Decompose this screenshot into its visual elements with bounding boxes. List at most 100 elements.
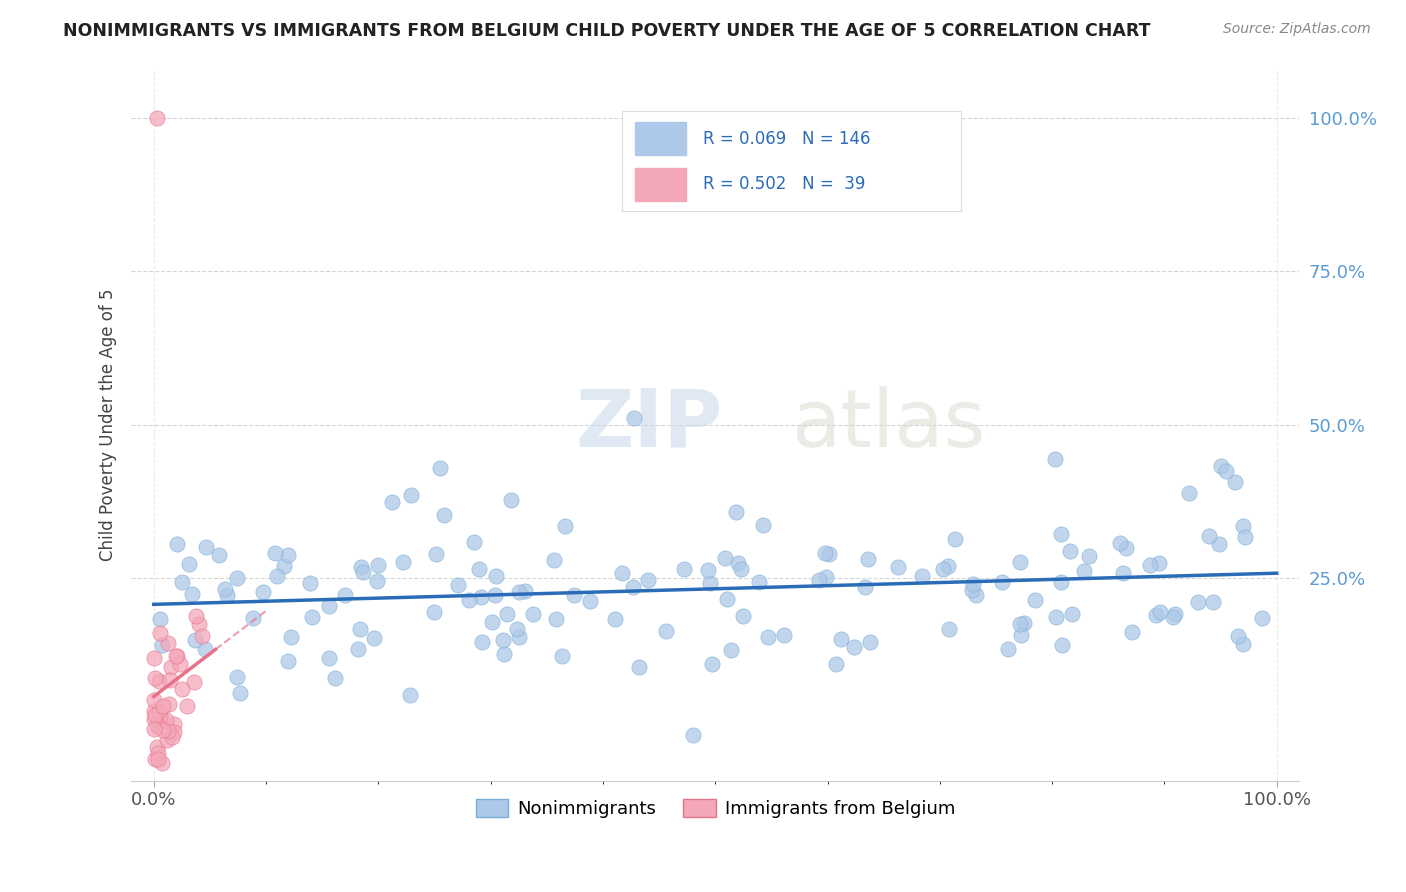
Point [853, 580, 876, 594]
Point [697, 563, 720, 577]
Point [252, 585, 274, 599]
Point [470, 590, 492, 604]
Point [1008, 617, 1031, 632]
Point [1077, 549, 1099, 564]
Point [433, 508, 456, 522]
Point [163, 717, 186, 731]
Point [146, 111, 169, 125]
Point [381, 494, 404, 508]
Point [1164, 607, 1187, 621]
Point [1121, 624, 1143, 639]
Point [1215, 464, 1237, 478]
Point [350, 560, 373, 574]
Text: Source: ZipAtlas.com: Source: ZipAtlas.com [1223, 22, 1371, 37]
Point [481, 615, 503, 629]
Point [752, 518, 775, 533]
Point [962, 582, 984, 597]
Point [965, 588, 987, 602]
Point [858, 552, 880, 566]
Point [1223, 475, 1246, 489]
Point [730, 562, 752, 576]
Point [825, 657, 848, 672]
Point [1115, 541, 1137, 555]
Point [499, 493, 522, 508]
Point [1010, 627, 1032, 641]
Point [1043, 452, 1066, 467]
Point [621, 580, 644, 594]
Point [146, 739, 169, 754]
Point [720, 643, 742, 657]
Point [352, 565, 374, 579]
Point [142, 693, 165, 707]
Point [447, 578, 470, 592]
Point [148, 673, 170, 688]
Point [508, 585, 530, 599]
Point [731, 609, 754, 624]
Point [1109, 536, 1132, 550]
Point [366, 574, 388, 588]
Point [156, 635, 179, 649]
Point [699, 576, 721, 591]
Point [1049, 575, 1071, 590]
Point [176, 699, 198, 714]
Point [150, 756, 173, 770]
Point [522, 607, 544, 621]
Point [143, 752, 166, 766]
Point [655, 624, 678, 639]
Point [936, 558, 959, 573]
Text: atlas: atlas [792, 385, 986, 464]
Point [938, 622, 960, 636]
Point [214, 582, 236, 597]
Point [1234, 530, 1257, 544]
Text: NONIMMIGRANTS VS IMMIGRANTS FROM BELGIUM CHILD POVERTY UNDER THE AGE OF 5 CORREL: NONIMMIGRANTS VS IMMIGRANTS FROM BELGIUM… [63, 22, 1150, 40]
Point [215, 588, 238, 602]
Point [817, 547, 839, 561]
Point [299, 575, 322, 590]
Point [808, 574, 831, 588]
Point [1024, 592, 1046, 607]
Point [429, 460, 451, 475]
Point [830, 632, 852, 647]
Point [143, 705, 166, 719]
Point [152, 723, 174, 737]
Point [508, 630, 530, 644]
Point [1251, 611, 1274, 625]
Point [484, 588, 506, 602]
Point [163, 725, 186, 739]
Point [193, 641, 215, 656]
Point [160, 660, 183, 674]
Point [725, 505, 748, 519]
Point [1198, 529, 1220, 543]
Point [425, 547, 447, 561]
Point [551, 648, 574, 663]
Y-axis label: Child Poverty Under the Age of 5: Child Poverty Under the Age of 5 [100, 288, 117, 561]
Point [301, 610, 323, 624]
Point [335, 588, 357, 602]
Point [166, 537, 188, 551]
Point [773, 628, 796, 642]
Point [177, 557, 200, 571]
Point [1232, 637, 1254, 651]
Point [515, 583, 537, 598]
Point [323, 671, 346, 685]
Point [1144, 608, 1167, 623]
Point [543, 553, 565, 567]
Point [714, 551, 737, 566]
Point [318, 651, 340, 665]
Point [1232, 519, 1254, 533]
Point [146, 746, 169, 760]
Point [242, 610, 264, 624]
Point [716, 591, 738, 606]
Point [347, 642, 370, 657]
Point [458, 592, 481, 607]
Point [146, 716, 169, 731]
Point [682, 728, 704, 742]
Point [146, 752, 169, 766]
Point [1149, 605, 1171, 619]
Point [991, 575, 1014, 590]
Point [1187, 595, 1209, 609]
Point [623, 411, 645, 425]
Point [172, 574, 194, 589]
Point [1008, 555, 1031, 569]
Point [1059, 544, 1081, 558]
